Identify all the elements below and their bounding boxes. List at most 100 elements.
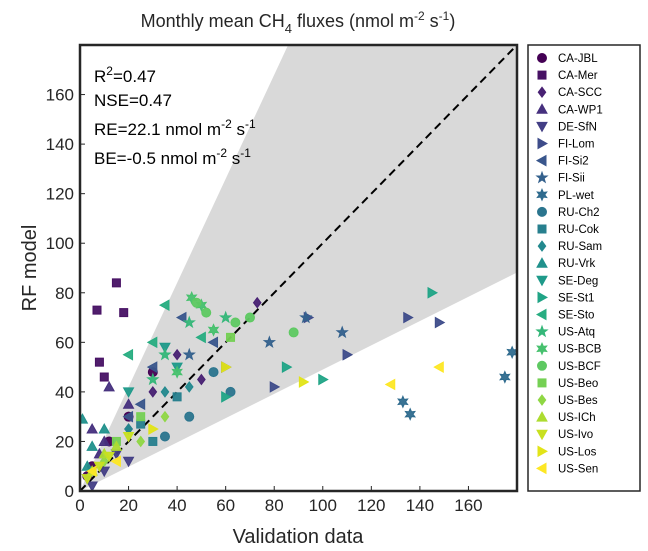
marker bbox=[111, 278, 121, 288]
marker bbox=[434, 316, 446, 329]
annotation: NSE=0.47 bbox=[94, 91, 172, 110]
marker bbox=[537, 240, 547, 252]
marker bbox=[94, 357, 104, 367]
legend-entry: US-BCB bbox=[536, 341, 602, 356]
series bbox=[182, 310, 349, 361]
marker bbox=[86, 423, 98, 434]
x-tick-label: 120 bbox=[357, 496, 385, 515]
marker bbox=[184, 411, 195, 422]
legend-entry: US-Ivo bbox=[536, 429, 593, 441]
legend-label: US-ICh bbox=[558, 412, 596, 424]
y-tick-label: 100 bbox=[46, 234, 74, 253]
marker bbox=[208, 367, 219, 378]
legend-entry: FI-Sii bbox=[535, 170, 585, 185]
annotation-part: 2 bbox=[106, 64, 113, 78]
marker bbox=[537, 378, 547, 388]
marker bbox=[92, 305, 102, 315]
marker bbox=[99, 372, 109, 382]
annotation-part: -1 bbox=[245, 117, 256, 131]
annotation-part: -2 bbox=[221, 117, 232, 131]
legend-entry: CA-Mer bbox=[537, 70, 598, 82]
marker bbox=[191, 297, 202, 308]
marker bbox=[158, 299, 170, 312]
marker bbox=[404, 407, 417, 421]
legend-label: RU-Ch2 bbox=[558, 207, 600, 219]
annotation-part: NSE=0.47 bbox=[94, 91, 172, 110]
marker bbox=[537, 291, 549, 304]
annotation-part: RE=22.1 nmol m bbox=[94, 120, 221, 139]
marker bbox=[537, 206, 547, 217]
marker bbox=[252, 296, 262, 309]
annotation-part: =0.47 bbox=[113, 67, 156, 86]
marker bbox=[122, 410, 134, 423]
marker bbox=[103, 451, 115, 463]
series bbox=[146, 310, 233, 386]
annotation-part: s bbox=[227, 149, 240, 168]
marker bbox=[195, 331, 206, 344]
marker bbox=[207, 336, 219, 349]
plot-inner bbox=[80, 45, 517, 491]
marker bbox=[536, 429, 548, 441]
y-tick-label: 60 bbox=[55, 333, 74, 352]
x-tick-label: 100 bbox=[309, 496, 337, 515]
marker bbox=[244, 312, 255, 323]
marker bbox=[134, 398, 146, 411]
marker bbox=[81, 474, 94, 485]
marker bbox=[427, 286, 439, 299]
title-part: fluxes (nmol m bbox=[292, 11, 414, 31]
marker bbox=[536, 188, 548, 202]
legend-label: SE-St1 bbox=[558, 292, 594, 304]
marker bbox=[80, 413, 89, 424]
legend-entry: US-Beo bbox=[537, 378, 598, 390]
legend-label: CA-WP1 bbox=[558, 104, 603, 116]
marker bbox=[172, 392, 182, 402]
marker bbox=[230, 317, 241, 328]
marker bbox=[86, 465, 97, 478]
legend-entry: CA-WP1 bbox=[536, 103, 603, 116]
y-tick-label: 20 bbox=[55, 432, 74, 451]
series bbox=[221, 286, 439, 403]
marker bbox=[201, 307, 212, 318]
marker bbox=[171, 365, 183, 379]
marker bbox=[86, 481, 98, 491]
legend-entry: RU-Cok bbox=[537, 224, 599, 236]
legend-entry: US-Los bbox=[537, 445, 597, 458]
legend-entry: CA-JBL bbox=[537, 53, 598, 65]
legend-entry: US-ICh bbox=[536, 411, 596, 424]
legend-entry: US-Atq bbox=[535, 324, 595, 339]
marker bbox=[536, 257, 548, 268]
legend-label: CA-SCC bbox=[558, 87, 602, 99]
marker bbox=[221, 390, 232, 403]
marker bbox=[535, 324, 549, 338]
x-tick-label: 0 bbox=[75, 496, 84, 515]
legend: CA-JBL CA-Mer CA-SCC CA-WP1 DE-SfN FI-Lom FI-S… bbox=[535, 53, 603, 475]
legend-entry: RU-Sam bbox=[537, 240, 602, 253]
title-part: -1 bbox=[439, 9, 450, 23]
marker bbox=[342, 348, 354, 361]
legend-entry: PL-wet bbox=[536, 188, 595, 202]
marker bbox=[159, 431, 170, 442]
marker bbox=[148, 436, 158, 446]
marker bbox=[146, 361, 158, 373]
marker bbox=[219, 310, 233, 324]
marker bbox=[535, 462, 547, 475]
series bbox=[81, 431, 135, 485]
y-tick-label: 0 bbox=[65, 482, 74, 501]
marker bbox=[207, 323, 220, 337]
marker bbox=[335, 325, 349, 339]
title-part: Monthly mean CH bbox=[141, 11, 285, 31]
series bbox=[159, 367, 236, 442]
plot-area: 0 20 40 60 80 100 120 140 160 0 20 40 60 80 100 120 140 1… bbox=[46, 43, 519, 515]
marker bbox=[136, 412, 146, 422]
legend-label: US-Bes bbox=[558, 395, 598, 407]
marker bbox=[158, 347, 172, 361]
legend-box bbox=[527, 44, 641, 492]
marker bbox=[403, 311, 414, 324]
annotation-part: -1 bbox=[240, 146, 251, 160]
legend-label: US-Beo bbox=[558, 378, 598, 390]
annotations: R2=0.47 NSE=0.47 RE=22.1 nmol m-2 s-1 BE… bbox=[94, 64, 256, 168]
legend-label: FI-Si2 bbox=[558, 156, 589, 168]
marker bbox=[122, 387, 135, 398]
one-to-one-line bbox=[80, 45, 517, 491]
